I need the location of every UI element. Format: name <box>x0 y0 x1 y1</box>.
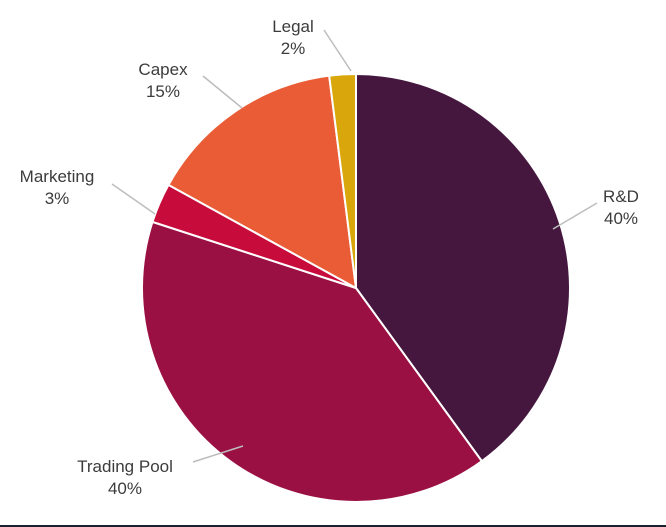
pie-slice-capex[interactable] <box>167 74 357 289</box>
slice-label-marketing: Marketing 3% <box>20 166 95 210</box>
slice-label-marketing-name: Marketing <box>19 167 95 186</box>
slice-label-trading-pool-name: Trading Pool <box>77 457 173 476</box>
bottom-divider <box>0 525 666 527</box>
leader-line-legal <box>323 29 352 72</box>
slice-label-capex-name: Capex <box>138 60 188 79</box>
leader-line-marketing <box>111 183 156 215</box>
slice-label-legal-name: Legal <box>272 17 314 36</box>
slice-label-rd-name: R&D <box>603 187 639 206</box>
slice-label-legal: Legal 2% <box>272 16 314 60</box>
pie-slice-legal[interactable] <box>328 73 357 289</box>
slice-label-rd: R&D 40% <box>603 186 639 230</box>
slice-label-trading-pool: Trading Pool 40% <box>77 456 173 500</box>
slice-label-rd-pct: 40% <box>603 209 639 228</box>
leader-line-rd <box>552 202 598 230</box>
leader-line-capex <box>202 75 243 109</box>
leader-lines <box>111 29 598 463</box>
slice-label-capex: Capex 15% <box>138 59 187 103</box>
slice-label-legal-pct: 2% <box>280 39 306 58</box>
slice-label-trading-pool-pct: 40% <box>107 479 143 498</box>
pie-slice-rd[interactable] <box>355 73 571 463</box>
pie-slice-trading-pool[interactable] <box>141 220 483 503</box>
slice-label-marketing-pct: 3% <box>44 189 70 208</box>
leader-line-trading-pool <box>192 445 244 463</box>
slice-label-capex-pct: 15% <box>145 82 181 101</box>
pie-slices <box>141 73 571 503</box>
